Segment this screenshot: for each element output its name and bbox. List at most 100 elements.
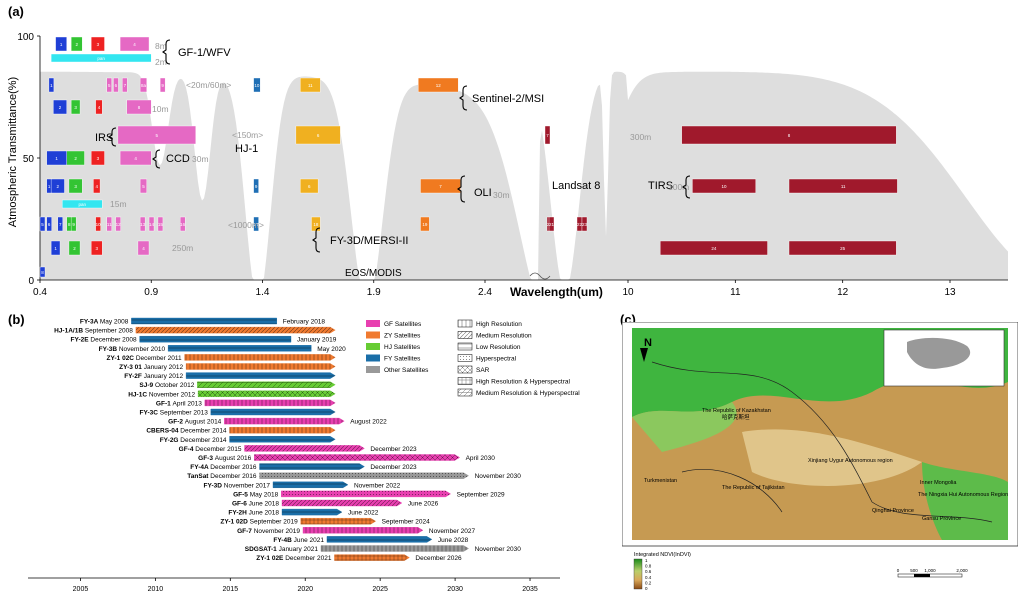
satellite-end-label: April 2030 [466, 455, 496, 462]
band-rect [90, 36, 105, 52]
band-number: 25 [840, 246, 846, 251]
x-tick-label: 13 [944, 287, 956, 298]
band-rect [420, 216, 430, 232]
map-label: The Republic of Kazakhstan [702, 408, 771, 414]
satellite-label: FY-3B November 2010 [99, 346, 166, 353]
band-number: 12 [116, 222, 122, 227]
band-number: 5 [142, 184, 145, 189]
satellite-name: HJ-1C [128, 391, 149, 398]
satellite-launch: September 2008 [85, 328, 133, 335]
satellite-label: FY-3C September 2013 [140, 410, 209, 417]
band-rect [68, 178, 83, 194]
satellite-name: FY-2F [124, 373, 144, 380]
band-number: 13 [140, 222, 146, 227]
map-label: Qinghai Province [872, 508, 914, 514]
satellite-name: FY-4B [273, 537, 293, 544]
resolution-note: 10m [152, 104, 169, 114]
band-rect [119, 36, 150, 52]
band-number: 2 [57, 184, 60, 189]
satellite-launch: September 2013 [160, 410, 208, 417]
satellite-label: GF-6 June 2018 [232, 501, 279, 508]
map-label: Xinjiang Uygur Autonomous region [808, 458, 893, 464]
band-number: 16 [180, 222, 186, 227]
legend-swatch [366, 366, 380, 373]
satellite-bar-pattern [139, 336, 292, 343]
map-region-boundary [681, 469, 783, 513]
band-rect [117, 125, 196, 145]
band-number: 12 [436, 83, 442, 88]
band-number: 9 [72, 222, 75, 227]
band-rect [46, 216, 52, 232]
legend-pattern-label: Low Resolution [476, 344, 521, 351]
satellite-end-label: September 2029 [457, 491, 505, 498]
resolution-note: 300m [630, 132, 651, 142]
band-number: 14 [149, 222, 155, 227]
satellite-launch: October 2012 [155, 382, 195, 389]
x-tick-label: 0.9 [144, 287, 158, 298]
band-number: 17 [254, 222, 260, 227]
satellite-launch: November 2012 [149, 391, 196, 398]
legend-pattern-label: High Resolution & Hyperspectral [476, 379, 570, 386]
satellite-label: FY-2E December 2008 [71, 337, 138, 344]
satellite-bar-pattern [184, 354, 336, 361]
x-tick-label: 12 [837, 287, 849, 298]
satellite-name: FY-3A [80, 319, 100, 326]
satellite-bar-pattern [229, 436, 336, 443]
band-number: 6 [115, 83, 118, 88]
ndvi-legend-bar [633, 558, 643, 590]
band-rect [39, 216, 46, 232]
x-tick-label: 1.4 [256, 287, 270, 298]
satellite-bar-pattern [131, 318, 277, 324]
band-number: 11 [841, 184, 846, 189]
satellite-name: SDGSAT-1 [245, 546, 279, 553]
scale-bar-segment [914, 574, 930, 577]
bracket-icon [162, 39, 171, 65]
legend-pattern-swatch [457, 377, 473, 385]
satellite-bar-pattern [334, 554, 410, 561]
satellite-bar-pattern [186, 372, 336, 379]
sensor-label: Landsat 8 [552, 180, 600, 192]
satellite-name: GF-1 [156, 400, 173, 407]
satellite-launch: June 2018 [249, 510, 280, 517]
bracket-icon [108, 127, 117, 147]
band-number: 8a [141, 83, 147, 88]
band-rect [581, 216, 588, 232]
resolution-note: 30m [493, 190, 510, 200]
band-number: 6 [317, 133, 320, 138]
map-label: The Republic of Tajikistan [722, 485, 785, 491]
band-rect [48, 77, 55, 93]
band-rect [137, 240, 150, 256]
legend-pattern-swatch [457, 342, 473, 351]
x-tick-label: 2.4 [478, 287, 492, 298]
bracket-icon [152, 149, 161, 169]
ndvi-legend-value: 1 [645, 558, 648, 563]
timeline-tick-label: 2015 [223, 586, 239, 593]
satellite-label: GF-7 November 2019 [237, 528, 300, 535]
satellite-launch: November 2019 [254, 528, 301, 535]
bracket-icon [312, 227, 321, 253]
map-inset-shape [907, 337, 971, 369]
band-number: 4 [134, 156, 137, 161]
band-number: 9 [255, 184, 258, 189]
satellite-label: FY-2H June 2018 [228, 510, 279, 517]
bracket-icon [459, 85, 468, 111]
satellite-launch: December 2021 [285, 555, 332, 562]
band-number: 6 [308, 184, 311, 189]
panel-label-b: (b) [8, 312, 25, 327]
band-number: 11 [308, 83, 313, 88]
band-rect [692, 178, 756, 194]
map-label: Gansu Province [922, 516, 961, 522]
satellite-bar-pattern [282, 500, 402, 506]
timeline-tick-label: 2005 [73, 586, 89, 593]
sensor-label: GF-1/WFV [178, 47, 231, 59]
satellite-end-label: November 2030 [475, 546, 522, 553]
band-rect [50, 178, 65, 194]
satellite-label: GF-3 August 2016 [198, 455, 252, 462]
band-rect [139, 178, 148, 194]
legend-pattern-label: Hyperspectral [476, 356, 517, 363]
satellite-name: GF-4 [179, 446, 196, 453]
x-tick-label: 0.4 [33, 287, 47, 298]
band-rect [90, 240, 103, 256]
satellite-bar-pattern [254, 454, 460, 461]
sensor-label: TIRS [648, 180, 673, 192]
